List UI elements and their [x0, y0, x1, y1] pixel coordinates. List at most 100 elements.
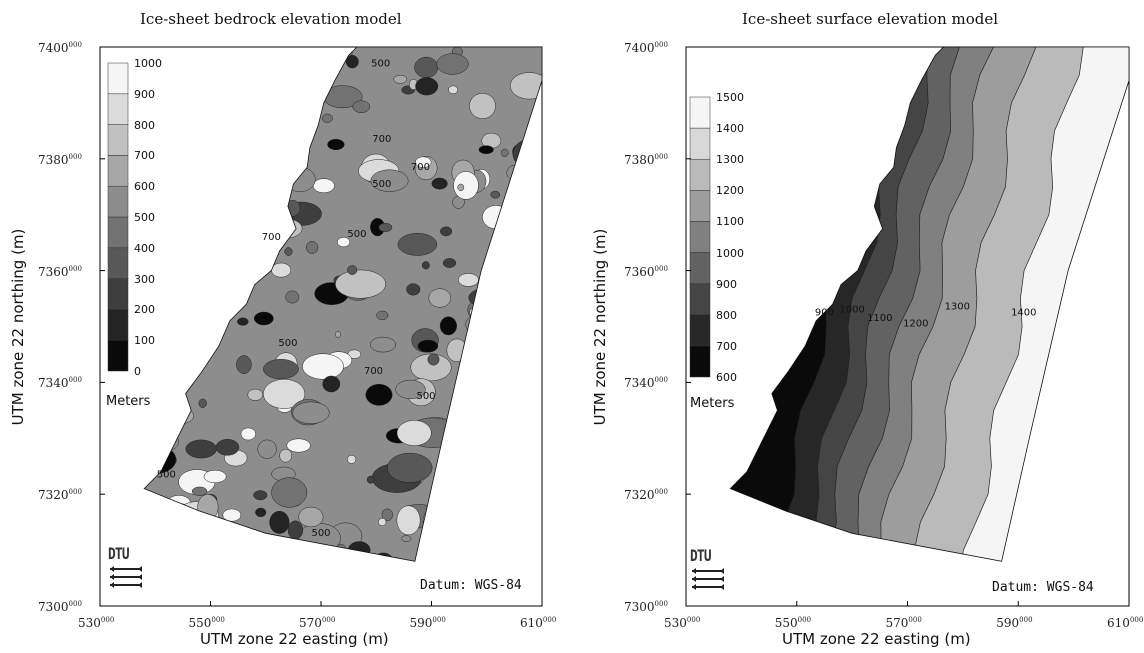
colorbar-label: 600	[716, 371, 737, 384]
elevation-blob	[509, 72, 542, 100]
colorbar-swatch	[689, 283, 711, 316]
y-tick-label: 7360000	[38, 264, 82, 279]
contour-label: 500	[372, 179, 391, 190]
colorbar-swatch	[107, 155, 129, 187]
x-tick-label: 590000	[996, 616, 1033, 630]
contour-label: 1300	[945, 302, 970, 313]
elevation-blob	[312, 178, 335, 194]
colorbar-swatch	[107, 185, 129, 218]
contour-label: 500	[311, 528, 330, 539]
bedrock-y-axis-label: UTM zone 22 northing (m)	[9, 228, 27, 426]
elevation-blob	[287, 520, 304, 540]
x-tick-label: 590000	[409, 616, 446, 630]
colorbar-swatch	[689, 158, 711, 191]
elevation-blob	[415, 77, 439, 96]
y-tick-label: 7360000	[624, 264, 668, 279]
colorbar-label: 400	[134, 241, 155, 255]
elevation-blob	[255, 507, 267, 518]
contour-label: 500	[157, 469, 176, 480]
colorbar-label: 1000	[134, 57, 162, 70]
y-tick-label: 7320000	[38, 488, 82, 503]
contour-label: 500	[278, 338, 297, 349]
colorbar-label: 800	[134, 118, 155, 132]
colorbar-label: 1500	[716, 91, 744, 104]
elevation-blob	[347, 454, 357, 464]
elevation-blob	[269, 510, 290, 534]
bedrock-datum-label: Datum: WGS-84	[420, 578, 522, 593]
y-tick-label: 7380000	[624, 152, 668, 167]
colorbar-label: 100	[134, 334, 155, 348]
bedrock-x-axis-label: UTM zone 22 easting (m)	[200, 630, 389, 648]
elevation-blob	[365, 383, 393, 406]
contour-label: 500	[347, 229, 366, 240]
colorbar-label: 700	[716, 339, 737, 353]
elevation-blob	[490, 190, 501, 199]
elevation-blob	[279, 448, 293, 463]
x-tick-label: 550000	[188, 616, 225, 630]
elevation-blob	[345, 55, 359, 69]
elevation-blob	[376, 310, 389, 321]
y-tick-label: 7340000	[38, 376, 82, 391]
elevation-blob	[478, 145, 494, 155]
contour-label: 500	[416, 391, 435, 402]
elevation-blob	[286, 438, 311, 453]
elevation-blob	[440, 226, 453, 237]
elevation-blob	[347, 265, 358, 275]
elevation-blob	[378, 517, 387, 527]
colorbar-label: 900	[716, 277, 737, 291]
colorbar-swatch	[107, 93, 129, 125]
elevation-blob	[415, 156, 432, 168]
colorbar-label: 1000	[716, 246, 744, 260]
contour-label: 500	[371, 59, 390, 70]
elevation-blob	[414, 56, 439, 78]
elevation-blob	[253, 490, 268, 501]
x-tick-label: 610000	[1107, 616, 1144, 630]
colorbar-swatch	[107, 247, 129, 279]
x-tick-label: 530000	[664, 616, 701, 630]
y-tick-label: 7400000	[624, 41, 668, 55]
colorbar-label: 1100	[716, 215, 744, 229]
elevation-blob	[500, 148, 509, 157]
elevation-blob	[370, 169, 409, 192]
colorbar-label: 1300	[716, 153, 744, 167]
contour-label: 1200	[903, 319, 928, 330]
colorbar-swatch	[689, 314, 711, 347]
elevation-blob	[337, 237, 351, 248]
y-tick-label: 7300000	[624, 600, 668, 614]
elevation-blob	[397, 233, 438, 256]
contour-label: 700	[372, 134, 391, 145]
elevation-blob	[271, 477, 308, 508]
elevation-blob	[185, 439, 217, 459]
elevation-blob	[237, 317, 249, 326]
elevation-blob	[427, 353, 440, 366]
colorbar-swatch	[689, 96, 711, 129]
colorbar-swatch	[107, 339, 129, 372]
y-tick-label: 7300000	[38, 600, 82, 614]
elevation-blob	[298, 506, 324, 528]
contour-label: 1100	[867, 313, 892, 324]
elevation-blob	[285, 290, 300, 304]
elevation-blob	[257, 439, 277, 459]
colorbar-swatch	[107, 309, 129, 341]
elevation-blob	[387, 452, 433, 483]
colorbar-label: 500	[134, 211, 155, 224]
elevation-blob	[253, 311, 274, 326]
elevation-blob	[236, 355, 252, 374]
elevation-blob	[247, 388, 263, 401]
surface-panel: 900 1000 1100 1200 1300 1400 Ice-sheet surfac…	[572, 0, 1144, 653]
elevation-blob	[305, 241, 319, 254]
elevation-blob	[366, 475, 375, 484]
x-tick-label: 610000	[520, 616, 557, 630]
y-tick-label: 7400000	[38, 41, 82, 55]
colorbar-label: 200	[134, 303, 155, 317]
colorbar-label: 300	[134, 272, 155, 286]
surface-title: Ice-sheet surface elevation model	[742, 10, 999, 28]
elevation-blob	[322, 375, 341, 393]
region-outline	[729, 46, 1130, 562]
elevation-blob	[369, 336, 397, 353]
colorbar-swatch	[107, 62, 129, 95]
elevation-blob	[222, 508, 242, 522]
colorbar-swatch	[689, 345, 711, 378]
colorbar-swatch	[107, 278, 129, 310]
